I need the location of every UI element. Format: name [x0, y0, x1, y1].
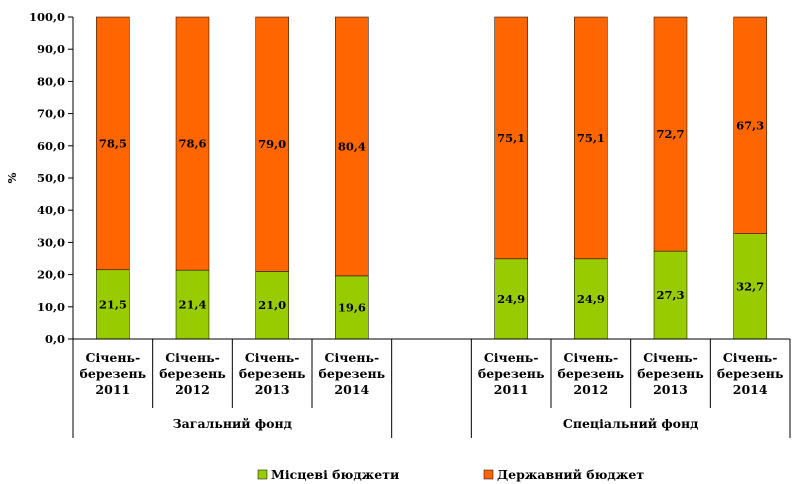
x-category-label: 2012: [573, 382, 608, 397]
data-label: 27,3: [656, 288, 684, 302]
x-category-label: 2013: [255, 382, 290, 397]
x-category-label: Січень-: [245, 350, 300, 365]
x-category-label: березень: [239, 366, 306, 381]
data-label: 19,6: [338, 300, 366, 314]
data-label: 21,4: [178, 298, 206, 312]
x-category-label: Січень-: [325, 350, 380, 365]
bar-segment-state: [96, 16, 130, 271]
x-category-label: 2011: [494, 382, 529, 397]
x-category-label: Січень-: [86, 350, 141, 365]
y-tick-label: 60,0: [37, 139, 65, 153]
x-category-label: березень: [637, 366, 704, 381]
bar-segment-local: [96, 269, 130, 340]
data-label: 67,3: [736, 118, 764, 132]
data-label: 75,1: [577, 131, 605, 145]
data-label: 78,5: [99, 136, 127, 150]
bar-segment-state: [494, 16, 528, 260]
data-label: 72,7: [656, 127, 684, 141]
bar-segment-state: [255, 16, 289, 272]
data-label: 78,6: [178, 137, 206, 151]
data-label: 79,0: [258, 137, 286, 151]
data-label: 21,0: [258, 298, 286, 312]
y-axis-label: %: [5, 172, 19, 183]
axes: 0,0 10,0 20,0 30,0 40,0 50,0 60,0 70,0 80,0 90,0 1…: [29, 10, 74, 346]
x-category-label: березень: [80, 366, 147, 381]
y-tick-label: 40,0: [37, 203, 65, 217]
legend-swatch-state: [483, 469, 494, 480]
data-labels: 21,5 78,5 21,4 78,6 21,0 79,0 19,6 80,4 24,9 75,1…: [99, 118, 764, 314]
y-tick-label: 10,0: [37, 300, 65, 314]
x-category-label: Січень-: [564, 350, 619, 365]
x-group-label: Загальний фонд: [173, 416, 292, 431]
y-tick-label: 0,0: [45, 332, 65, 346]
x-category-label: березень: [478, 366, 545, 381]
x-category-label: березень: [319, 366, 386, 381]
data-label: 24,9: [577, 292, 605, 306]
x-category-label: 2011: [95, 382, 130, 397]
x-category-label: Січень-: [165, 350, 220, 365]
y-tick-label: 50,0: [37, 171, 65, 185]
y-tick-label: 80,0: [37, 74, 65, 88]
data-label: 24,9: [497, 292, 525, 306]
x-category-label: Січень-: [643, 350, 698, 365]
x-group-label: Спеціальний фонд: [563, 416, 699, 431]
bar-segment-state: [335, 16, 369, 277]
y-tick-label: 20,0: [37, 268, 65, 282]
bar-segment-state: [574, 16, 608, 260]
legend-label: Державний бюджет: [497, 467, 644, 482]
y-tick-label: 30,0: [37, 235, 65, 249]
legend: Місцеві бюджети Державний бюджет: [257, 467, 644, 482]
y-tick-label: 100,0: [29, 10, 65, 24]
x-category-label: 2014: [334, 382, 369, 397]
x-category-label: 2013: [653, 382, 688, 397]
data-label: 32,7: [736, 279, 764, 293]
x-category-label: березень: [717, 366, 784, 381]
x-category-label: березень: [159, 366, 226, 381]
x-category-label: 2014: [733, 382, 768, 397]
bars: [96, 16, 767, 340]
data-label: 80,4: [338, 139, 366, 153]
data-label: 75,1: [497, 131, 525, 145]
bar-segment-state: [733, 16, 767, 234]
x-category-label: Січень-: [723, 350, 778, 365]
x-category-label: 2012: [175, 382, 210, 397]
x-category-label: Січень-: [484, 350, 539, 365]
legend-label: Місцеві бюджети: [271, 467, 399, 482]
legend-swatch-local: [257, 469, 268, 480]
bar-segment-state: [175, 16, 210, 271]
bar-segment-state: [653, 16, 688, 252]
x-axis: Січень-березень2011Січень-березень2012Сі…: [72, 338, 791, 438]
y-tick-label: 90,0: [37, 42, 65, 56]
bar-segment-local: [574, 258, 608, 340]
x-category-label: березень: [558, 366, 625, 381]
bar-segment-local: [335, 275, 369, 340]
y-tick-label: 70,0: [37, 107, 65, 121]
data-label: 21,5: [99, 297, 127, 311]
